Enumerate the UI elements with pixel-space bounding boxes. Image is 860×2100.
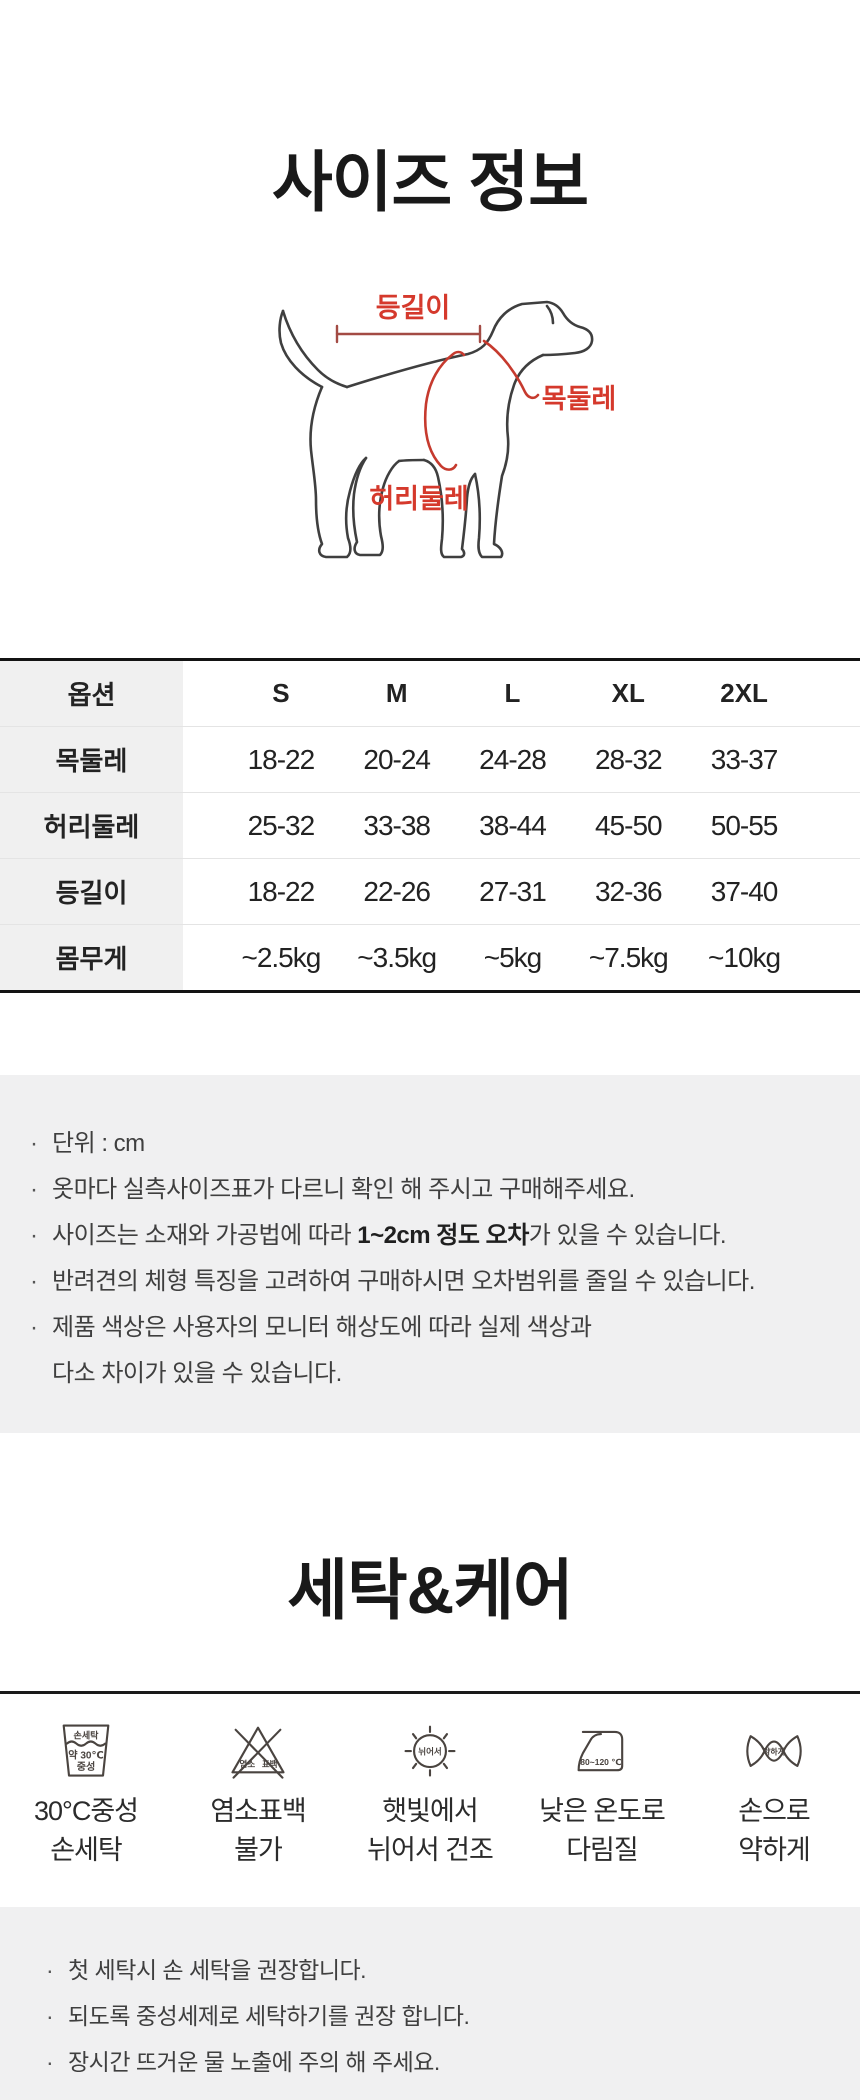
size-note-check-chart: · 옷마다 실측사이즈표가 다르니 확인 해 주시고 구매해주세요.	[30, 1167, 832, 1213]
care-label-iron-low: 낮은 온도로 다림질	[539, 1796, 666, 1865]
row-label-neck: 목둘레	[0, 727, 183, 792]
bullet-icon: ·	[46, 1957, 54, 1983]
bullet-icon: ·	[46, 2003, 54, 2029]
care-note-detergent: · 되도록 중성세제로 세탁하기를 권장 합니다.	[46, 1993, 832, 2039]
iron-low-icon: 80~120 ℃	[577, 1730, 624, 1772]
cell-back-m: 22-26	[363, 875, 431, 907]
care-notes-block: · 첫 세탁시 손 세탁을 권장합니다. · 되도록 중성세제로 세탁하기를 권…	[0, 1907, 860, 2100]
neck-girth-arc	[482, 339, 540, 400]
cell-weight-s: ~2.5kg	[241, 941, 321, 973]
no-bleach-icon: 염소 표백	[231, 1726, 285, 1779]
care-item-hand-wash: 손세탁 약 30℃ 중성 30°C중성 손세탁	[0, 1716, 172, 1870]
cell-back-s: 18-22	[247, 875, 316, 907]
row-label-weight: 몸무게	[0, 925, 183, 990]
care-label-hand-wash: 30°C중성 손세탁	[33, 1796, 139, 1865]
dog-outline-illustration	[278, 300, 594, 559]
back-length-measure-line	[335, 324, 482, 344]
cell-waist-xl: 45-50	[594, 809, 663, 841]
cell-weight-m: ~3.5kg	[357, 941, 437, 973]
dog-measurement-diagram: 등길이 목둘레 허리둘레	[278, 293, 617, 559]
size-table-header-l: L	[504, 678, 521, 708]
care-label-sun-dry: 햇빛에서 뉘어서 건조	[367, 1796, 494, 1865]
size-table-header-s: S	[272, 678, 290, 708]
size-table-header-xl: XL	[611, 678, 645, 708]
svg-text:뉘어서: 뉘어서	[418, 1746, 441, 1756]
hand-wash-tub-icon: 손세탁 약 30℃ 중성	[62, 1724, 110, 1777]
sun-dry-icon: 뉘어서	[404, 1725, 456, 1777]
svg-text:중성: 중성	[77, 1760, 96, 1773]
hand-wring-icon: 약하게	[746, 1735, 802, 1767]
care-item-iron-low: 80~120 ℃ 낮은 온도로 다림질	[516, 1716, 688, 1870]
cell-back-2xl: 37-40	[710, 875, 779, 907]
row-label-waist: 허리둘레	[0, 793, 183, 858]
size-note-body-shape: · 반려견의 체형 특징을 고려하여 구매하시면 오차범위를 줄일 수 있습니다…	[30, 1259, 832, 1305]
size-table: 옵션 S M L XL 2XL 목둘레 18-22 20-24 24-28 28…	[0, 658, 860, 993]
cell-neck-xl: 28-32	[594, 743, 663, 775]
svg-text:염소: 염소	[240, 1759, 256, 1769]
size-note-unit: · 단위 : cm	[30, 1121, 832, 1167]
table-row-back-length: 등길이 18-22 22-26 27-31 32-36 37-40	[0, 858, 860, 924]
size-table-header-m: M	[385, 678, 408, 708]
waist-girth-arc	[423, 350, 466, 471]
bullet-icon: ·	[30, 1176, 38, 1203]
bullet-icon: ·	[30, 1222, 38, 1249]
care-item-sun-dry: 뉘어서 햇빛에서 뉘어서 건조	[344, 1716, 516, 1870]
care-note-hot-water: · 장시간 뜨거운 물 노출에 주의 해 주세요.	[46, 2039, 832, 2085]
size-table-header-2xl: 2XL	[720, 678, 768, 708]
table-row-weight: 몸무게 ~2.5kg ~3.5kg ~5kg ~7.5kg ~10kg	[0, 924, 860, 990]
bullet-icon: ·	[46, 2049, 54, 2075]
cell-weight-2xl: ~10kg	[708, 941, 781, 973]
size-note-tolerance: · 사이즈는 소재와 가공법에 따라 1~2cm 정도 오차가 있을 수 있습니…	[30, 1213, 832, 1259]
care-icons-row: 손세탁 약 30℃ 중성 30°C중성 손세탁 염소 표백 염소표백 불가	[0, 1716, 860, 1870]
bullet-icon: ·	[30, 1314, 38, 1341]
bullet-icon: ·	[30, 1268, 38, 1295]
care-note-first-wash: · 첫 세탁시 손 세탁을 권장합니다.	[46, 1947, 832, 1993]
cell-waist-l: 38-44	[479, 809, 547, 841]
cell-waist-s: 25-32	[247, 809, 316, 841]
care-section-title: 세탁&케어	[287, 1553, 574, 1627]
cell-weight-l: ~5kg	[483, 941, 542, 973]
cell-waist-m: 33-38	[363, 809, 431, 841]
size-table-header-option: 옵션	[0, 661, 183, 726]
care-label-no-bleach: 염소표백 불가	[210, 1796, 306, 1865]
care-label-wring-gentle: 손으로 약하게	[738, 1796, 811, 1865]
care-item-wring-gentle: 약하게 손으로 약하게	[688, 1716, 860, 1870]
size-section-title: 사이즈 정보	[272, 145, 589, 219]
cell-neck-2xl: 33-37	[710, 743, 779, 775]
tolerance-bold-text: 1~2cm 정도 오차	[357, 1222, 529, 1249]
svg-text:80~120 ℃: 80~120 ℃	[580, 1757, 621, 1767]
size-table-header-row: 옵션 S M L XL 2XL	[0, 661, 860, 726]
cell-weight-xl: ~7.5kg	[588, 941, 669, 973]
svg-text:약 30℃: 약 30℃	[68, 1749, 104, 1762]
back-length-label: 등길이	[376, 293, 451, 323]
table-row-neck: 목둘레 18-22 20-24 24-28 28-32 33-37	[0, 726, 860, 792]
svg-text:약하게: 약하게	[763, 1746, 785, 1756]
care-item-no-bleach: 염소 표백 염소표백 불가	[172, 1716, 344, 1870]
bullet-icon: ·	[30, 1130, 38, 1157]
size-note-color-line1: · 제품 색상은 사용자의 모니터 해상도에 따라 실제 색상과	[30, 1305, 832, 1351]
size-notes-block: · 단위 : cm · 옷마다 실측사이즈표가 다르니 확인 해 주시고 구매해…	[0, 1075, 860, 1433]
cell-neck-s: 18-22	[247, 743, 316, 775]
cell-back-xl: 32-36	[594, 875, 663, 907]
cell-neck-m: 20-24	[363, 743, 431, 775]
cell-neck-l: 24-28	[479, 743, 547, 775]
neck-girth-label: 목둘레	[542, 384, 617, 414]
care-divider-line	[0, 1691, 860, 1694]
row-label-back-length: 등길이	[0, 859, 183, 924]
cell-waist-2xl: 50-55	[710, 809, 779, 841]
cell-back-l: 27-31	[479, 875, 547, 907]
svg-text:손세탁: 손세탁	[74, 1729, 100, 1740]
table-row-waist: 허리둘레 25-32 33-38 38-44 45-50 50-55	[0, 792, 860, 858]
size-note-color-line2: 다소 차이가 있을 수 있습니다.	[52, 1360, 342, 1387]
svg-text:표백: 표백	[262, 1759, 278, 1769]
waist-girth-label: 허리둘레	[369, 484, 468, 514]
